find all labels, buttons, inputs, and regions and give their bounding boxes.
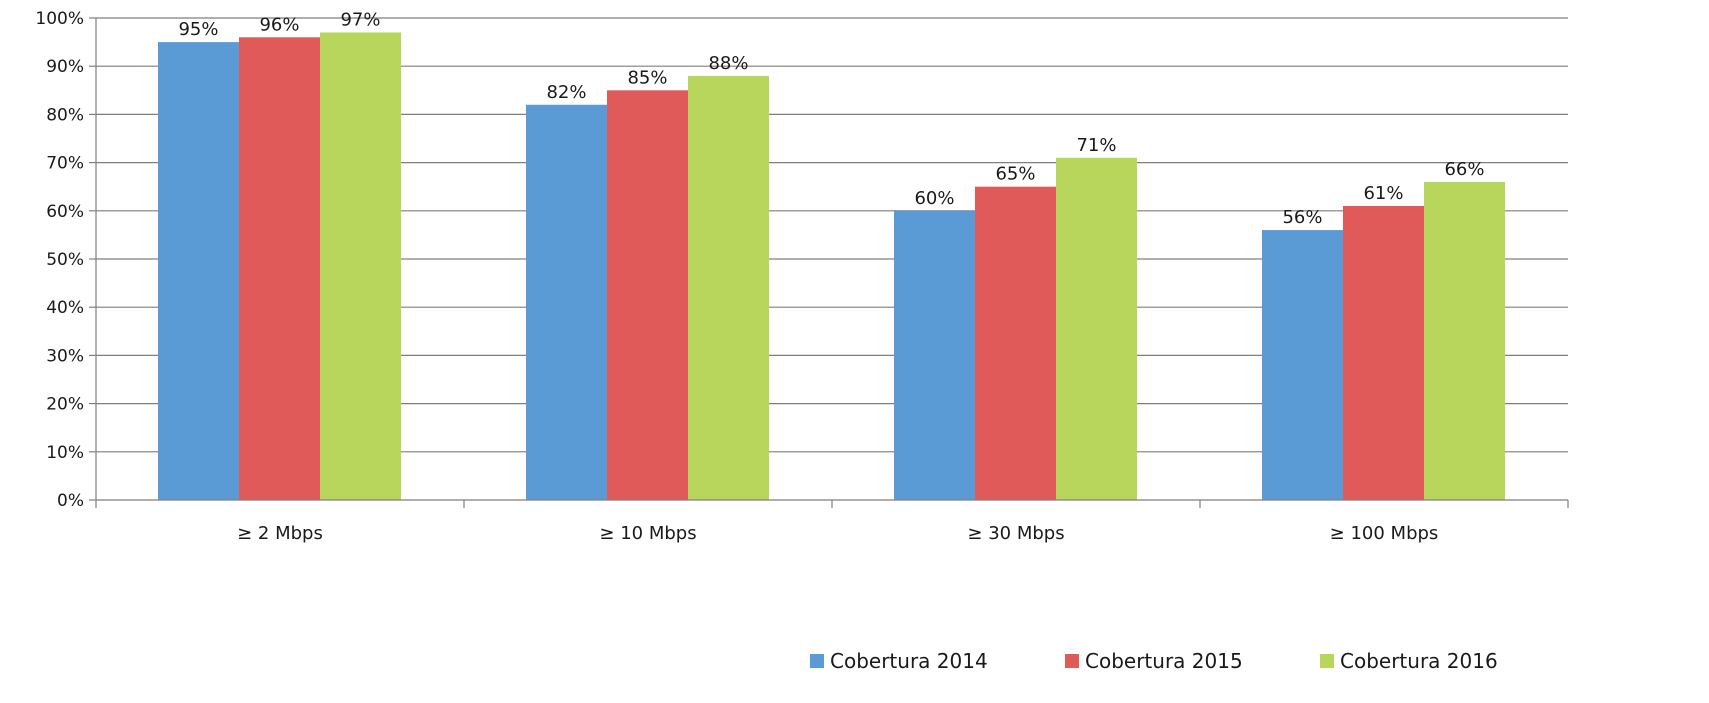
data-label: 85% xyxy=(627,67,667,88)
axes: 0% 10% 20% 30% 40% 50% 60% 70% 80% 90% 100% ≥ 2 Mbp… xyxy=(35,9,1569,544)
data-label: 96% xyxy=(259,14,299,35)
data-label: 66% xyxy=(1444,159,1484,180)
bar xyxy=(158,42,239,500)
bar xyxy=(688,75,769,500)
data-label: 97% xyxy=(340,9,380,30)
y-tick-label: 30% xyxy=(46,346,84,366)
legend-label: Cobertura 2016 xyxy=(1340,649,1498,673)
data-label: 82% xyxy=(546,82,586,103)
data-label: 88% xyxy=(708,53,748,74)
x-tick-label: ≥ 2 Mbps xyxy=(237,523,323,544)
bar xyxy=(526,104,607,500)
bar xyxy=(1056,157,1137,500)
y-tick-label: 90% xyxy=(46,57,84,77)
y-tick-label: 0% xyxy=(57,491,84,511)
x-tick-label: ≥ 100 Mbps xyxy=(1330,523,1439,544)
legend-label: Cobertura 2014 xyxy=(830,649,988,673)
y-tick-label: 40% xyxy=(46,298,84,318)
bar xyxy=(894,210,975,501)
legend: Cobertura 2014 Cobertura 2015 Cobertura 20… xyxy=(810,649,1498,673)
bar xyxy=(975,186,1056,500)
y-tick-label: 10% xyxy=(46,443,84,463)
legend-swatch xyxy=(1320,654,1334,668)
y-tick-label: 20% xyxy=(46,395,84,415)
bar xyxy=(607,90,688,501)
bar xyxy=(239,37,320,500)
legend-swatch xyxy=(810,654,824,668)
y-tick-label: 50% xyxy=(46,250,84,270)
y-tick-label: 80% xyxy=(46,105,84,125)
data-label: 95% xyxy=(178,19,218,40)
bars xyxy=(158,32,1505,501)
legend-swatch xyxy=(1065,654,1079,668)
data-labels: 95% 96% 97% 82% 85% 88% 60% 65% 71% 56% 61% 66% xyxy=(178,9,1484,228)
y-tick-label: 70% xyxy=(46,154,84,174)
legend-label: Cobertura 2015 xyxy=(1085,649,1243,673)
bar xyxy=(1343,205,1424,501)
y-tick-label: 100% xyxy=(35,9,84,29)
x-tick-label: ≥ 30 Mbps xyxy=(967,523,1064,544)
data-label: 56% xyxy=(1282,207,1322,228)
bar xyxy=(1424,181,1505,500)
data-label: 71% xyxy=(1076,135,1116,156)
data-label: 61% xyxy=(1363,183,1403,204)
data-label: 65% xyxy=(995,164,1035,185)
bar xyxy=(1262,230,1343,500)
data-label: 60% xyxy=(914,188,954,209)
x-tick-label: ≥ 10 Mbps xyxy=(599,523,696,544)
bar xyxy=(320,32,401,501)
y-tick-label: 60% xyxy=(46,202,84,222)
